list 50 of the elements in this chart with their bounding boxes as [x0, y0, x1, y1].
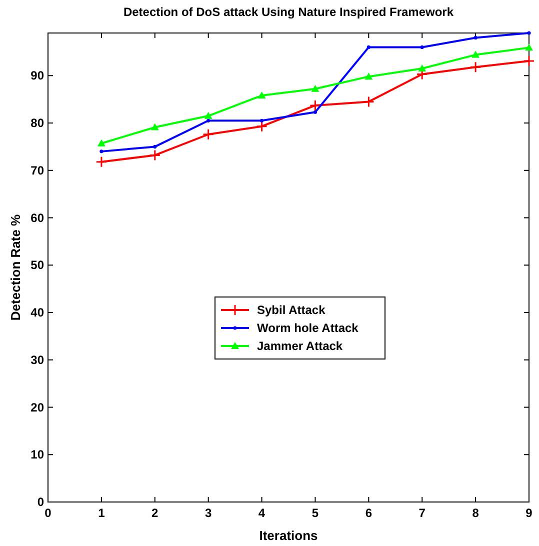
x-tick-label: 9 [526, 506, 533, 520]
x-tick-label: 5 [312, 506, 319, 520]
point [202, 128, 214, 140]
legend-label: Worm hole Attack [257, 321, 359, 335]
point [362, 96, 374, 108]
chart-title: Detection of DoS attack Using Nature Inspired Framework [123, 5, 454, 19]
point [100, 150, 104, 154]
point [96, 156, 108, 168]
point [256, 120, 268, 132]
x-tick-label: 8 [472, 506, 480, 520]
y-tick-label: 80 [30, 116, 44, 130]
point [97, 139, 106, 146]
x-tick-label: 2 [152, 506, 159, 520]
y-tick-label: 70 [30, 163, 44, 178]
point [472, 50, 480, 58]
point [523, 55, 535, 67]
point [260, 118, 264, 122]
x-tick-label: 3 [204, 506, 212, 520]
y-tick-label: 50 [30, 258, 44, 272]
point [364, 72, 373, 80]
point [527, 31, 531, 35]
y-axis-title: Detection Rate % [8, 214, 23, 321]
point [366, 45, 370, 50]
point [153, 144, 157, 148]
x-tick-label: 1 [98, 506, 106, 520]
point [474, 36, 478, 40]
legend-label: Jammer Attack [257, 339, 343, 353]
x-tick-label: 4 [258, 506, 266, 520]
y-tick-label: 30 [30, 352, 44, 367]
x-axis-title: Iterations [259, 528, 318, 543]
point [149, 149, 161, 161]
y-tick-label: 90 [30, 68, 44, 83]
point [204, 112, 212, 119]
x-tick-label: 7 [418, 506, 426, 520]
y-tick-label: 60 [30, 210, 44, 225]
legend-label: Sybil Attack [257, 303, 326, 317]
point [418, 64, 426, 72]
x-tick-label: 6 [365, 506, 372, 520]
point [420, 45, 424, 50]
y-tick-label: 10 [30, 448, 44, 462]
point [311, 84, 320, 92]
point [470, 61, 482, 73]
point [206, 118, 210, 122]
y-tick-label: 0 [37, 495, 44, 509]
y-tick-label: 40 [30, 306, 44, 320]
y-tick-label: 20 [30, 400, 44, 414]
point [525, 44, 533, 51]
point [313, 110, 318, 114]
point [258, 92, 266, 99]
point [150, 123, 159, 130]
